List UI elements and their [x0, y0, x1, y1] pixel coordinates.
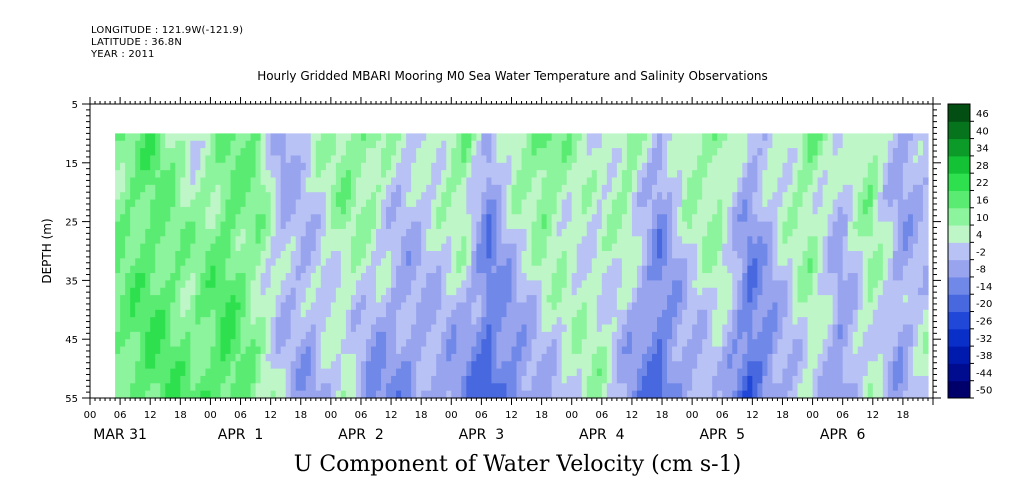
x-axis-label: U Component of Water Velocity (cm s-1) [293, 452, 742, 477]
y-tick-label: 15 [65, 159, 78, 170]
colorbar-bin [948, 225, 970, 243]
x-tick-label: 18 [174, 410, 187, 421]
x-day-label: MAR 31 [93, 427, 147, 443]
x-tick-label: 06 [114, 410, 127, 421]
x-tick-label: 12 [144, 410, 157, 421]
colorbar-bin [948, 104, 970, 122]
longitude-label: LONGITUDE : 121.9W(-121.9) [91, 25, 244, 36]
x-tick-label: 12 [866, 410, 879, 421]
colorbar-label: 10 [976, 213, 989, 224]
x-tick-label: 12 [385, 410, 398, 421]
colorbar-label: 16 [976, 196, 989, 207]
colorbar-bin [948, 138, 970, 157]
colorbar-label: -32 [976, 334, 992, 345]
y-tick-label: 5 [72, 100, 78, 111]
x-day-label: APR 6 [820, 427, 866, 443]
x-tick-label: 06 [475, 410, 488, 421]
colorbar-bin [948, 190, 970, 209]
x-tick-label: 18 [656, 410, 669, 421]
y-tick-label: 55 [65, 394, 78, 405]
colorbar-bin [948, 294, 970, 313]
colorbar-label: -26 [976, 317, 992, 328]
x-tick-label: 00 [686, 410, 699, 421]
colorbar-label: 40 [976, 126, 989, 137]
x-tick-label: 00 [445, 410, 458, 421]
colorbar-label: -8 [976, 265, 986, 276]
y-axis-label: DEPTH (m) [40, 218, 54, 283]
year-label: YEAR : 2011 [91, 49, 155, 60]
colorbar-label: -14 [976, 282, 992, 293]
colorbar-label: 4 [976, 230, 982, 241]
colorbar-bin [948, 121, 970, 140]
x-tick-label: 06 [595, 410, 608, 421]
colorbar-bin [948, 173, 970, 191]
x-tick-label: 06 [234, 410, 247, 421]
colorbar-bin [948, 363, 970, 382]
colorbar-label: 22 [976, 178, 989, 189]
colorbar-label: 46 [976, 109, 989, 120]
x-day-label: APR 2 [338, 427, 384, 443]
x-tick-label: 00 [806, 410, 819, 421]
y-tick-label: 25 [65, 218, 78, 229]
x-tick-label: 12 [626, 410, 639, 421]
x-tick-label: 12 [746, 410, 759, 421]
colorbar-label: -44 [976, 368, 992, 379]
x-tick-label: 06 [836, 410, 849, 421]
colorbar-label: -50 [976, 386, 992, 397]
x-tick-label: 12 [505, 410, 518, 421]
x-tick-label: 18 [415, 410, 428, 421]
colorbar-label: -38 [976, 351, 992, 362]
x-tick-label: 12 [264, 410, 277, 421]
heatmap-cells [115, 133, 929, 399]
colorbar-bin [948, 328, 970, 347]
colorbar-bin [948, 311, 970, 330]
colorbar: 46 40 34 28 22 16 10 4 -2 -8 -14 -20 -26 -32 -38 -44 -50 [947, 103, 992, 399]
x-tick-label: 06 [355, 410, 368, 421]
colorbar-bin [948, 276, 970, 295]
colorbar-bin [948, 207, 970, 226]
colorbar-bin [948, 380, 970, 399]
x-tick-label: 18 [776, 410, 789, 421]
colorbar-label: -20 [976, 299, 992, 310]
x-axis: 00 06 12 18 00 06 12 18 00 06 12 18 00 06 12 18 00 06 12 18… [84, 97, 934, 443]
x-tick-label: 00 [84, 410, 97, 421]
x-tick-label: 18 [535, 410, 548, 421]
x-day-label: APR 3 [459, 427, 505, 443]
x-day-label: APR 4 [579, 427, 625, 443]
x-day-label: APR 1 [218, 427, 264, 443]
colorbar-bin [948, 346, 970, 364]
chart-title: Hourly Gridded MBARI Mooring M0 Sea Wate… [257, 69, 768, 83]
latitude-label: LATITUDE : 36.8N [91, 37, 183, 48]
y-tick-label: 35 [65, 276, 78, 287]
colorbar-bin [948, 242, 970, 261]
x-tick-label: 00 [204, 410, 217, 421]
colorbar-label: 28 [976, 161, 989, 172]
colorbar-label: 34 [976, 144, 989, 155]
x-tick-label: 06 [716, 410, 729, 421]
colorbar-bin [948, 155, 970, 174]
colorbar-label: -2 [976, 247, 986, 258]
y-axis: 5 15 25 35 45 55 [65, 100, 941, 405]
x-day-label: APR 5 [699, 427, 745, 443]
x-tick-label: 00 [565, 410, 578, 421]
x-tick-label: 18 [294, 410, 307, 421]
colorbar-bin [948, 259, 970, 278]
y-tick-label: 45 [65, 335, 78, 346]
colorbar-frame [947, 103, 971, 399]
x-tick-label: 18 [897, 410, 910, 421]
x-tick-label: 00 [324, 410, 337, 421]
